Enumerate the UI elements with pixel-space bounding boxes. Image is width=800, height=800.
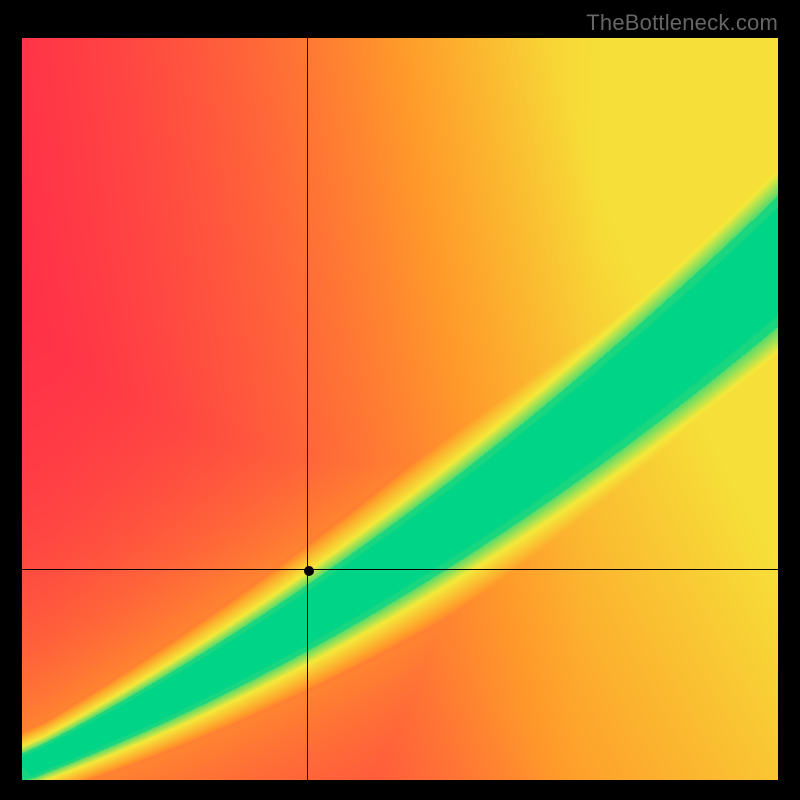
crosshair-horizontal	[22, 569, 778, 570]
plot-area	[22, 38, 778, 780]
chart-frame: TheBottleneck.com	[0, 0, 800, 800]
watermark-text: TheBottleneck.com	[586, 10, 778, 36]
crosshair-vertical	[307, 38, 308, 780]
data-point-marker	[304, 566, 314, 576]
heatmap-canvas	[22, 38, 778, 780]
